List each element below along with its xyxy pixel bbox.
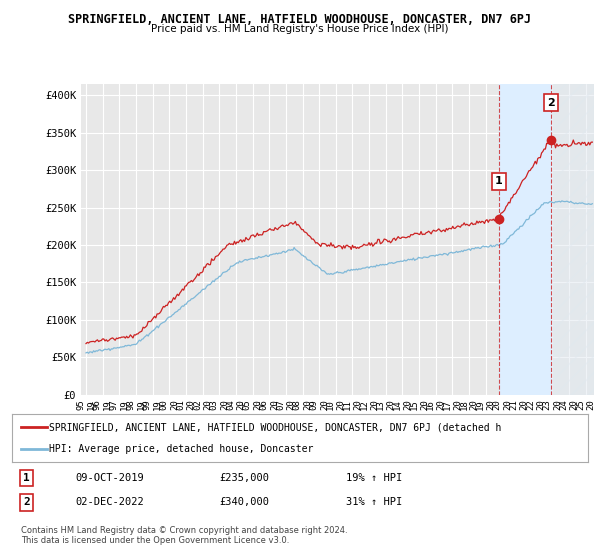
Text: SPRINGFIELD, ANCIENT LANE, HATFIELD WOODHOUSE, DONCASTER, DN7 6PJ: SPRINGFIELD, ANCIENT LANE, HATFIELD WOOD… (68, 13, 532, 26)
Text: Price paid vs. HM Land Registry's House Price Index (HPI): Price paid vs. HM Land Registry's House … (151, 24, 449, 34)
Bar (553, 84, 594, 395)
Text: SPRINGFIELD, ANCIENT LANE, HATFIELD WOODHOUSE, DONCASTER, DN7 6PJ (detached h: SPRINGFIELD, ANCIENT LANE, HATFIELD WOOD… (49, 422, 502, 432)
Text: 19% ↑ HPI: 19% ↑ HPI (346, 473, 403, 483)
Text: £235,000: £235,000 (220, 473, 269, 483)
Text: 02-DEC-2022: 02-DEC-2022 (76, 497, 144, 507)
Text: £340,000: £340,000 (220, 497, 269, 507)
Text: 2: 2 (547, 98, 555, 108)
Text: 1: 1 (23, 473, 30, 483)
Text: 31% ↑ HPI: 31% ↑ HPI (346, 497, 403, 507)
Text: 1: 1 (495, 176, 503, 186)
Text: Contains HM Land Registry data © Crown copyright and database right 2024.
This d: Contains HM Land Registry data © Crown c… (20, 526, 347, 545)
Text: HPI: Average price, detached house, Doncaster: HPI: Average price, detached house, Donc… (49, 444, 314, 454)
Text: 09-OCT-2019: 09-OCT-2019 (76, 473, 144, 483)
Bar (499, 84, 551, 395)
Text: 2: 2 (23, 497, 30, 507)
